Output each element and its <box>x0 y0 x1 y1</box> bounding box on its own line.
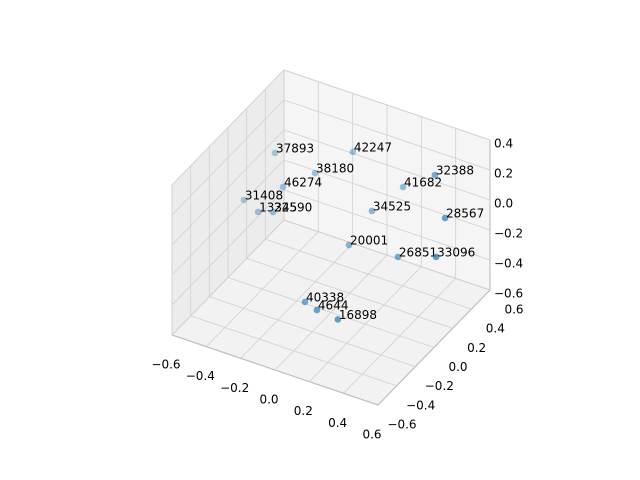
point-label: 32388 <box>436 163 474 177</box>
grid-line <box>171 219 285 336</box>
y-tick-label: 0.4 <box>486 322 505 336</box>
point <box>240 196 248 204</box>
grid-line <box>171 334 379 406</box>
point <box>431 171 439 179</box>
x-tick-label: 0.0 <box>259 393 278 407</box>
point-label: 20001 <box>350 234 388 248</box>
grid-line <box>171 99 285 216</box>
y-tick-label: −0.6 <box>387 418 416 432</box>
point-label: 37893 <box>276 141 314 155</box>
z-tick-label: 0.0 <box>494 197 513 211</box>
point-label: 28567 <box>446 207 484 221</box>
y-tick-label: 0.2 <box>467 341 486 355</box>
point-label: 40338 <box>306 290 344 304</box>
point-label: 13345 <box>259 200 297 214</box>
point-label: 34525 <box>373 199 411 213</box>
z-tick-label: −0.2 <box>494 227 523 241</box>
x-tick-label: 0.6 <box>362 428 381 442</box>
point-label: 33096 <box>437 245 475 259</box>
grid-line <box>246 257 453 329</box>
grid-line <box>283 99 491 171</box>
point <box>271 149 279 157</box>
z-tick-label: −0.4 <box>494 257 523 271</box>
point <box>432 253 440 261</box>
point <box>441 214 449 222</box>
grid-line <box>171 159 285 276</box>
y-tick-label: −0.2 <box>425 379 454 393</box>
x-tick-label: −0.6 <box>151 358 180 372</box>
z-tick-label: 0.4 <box>494 137 513 151</box>
point <box>301 298 309 306</box>
point <box>368 207 376 215</box>
point <box>394 253 402 261</box>
point-label: 31408 <box>245 189 283 203</box>
z-tick-label: 0.2 <box>494 167 513 181</box>
grid-line <box>265 238 472 310</box>
panes <box>171 68 491 406</box>
point <box>349 148 357 156</box>
point-label: 38180 <box>316 161 354 175</box>
point-label: 26851 <box>399 245 437 259</box>
grid-line <box>283 159 491 231</box>
grid-line <box>227 277 435 348</box>
point-label: 46274 <box>284 176 322 190</box>
point <box>254 208 262 216</box>
point-label: 41682 <box>404 176 442 190</box>
y-tick-label: −0.4 <box>406 398 435 412</box>
point <box>345 241 353 249</box>
grid-line <box>209 296 416 368</box>
grid-line <box>283 69 491 141</box>
grid-line <box>190 315 397 387</box>
point-label: 42247 <box>354 140 392 154</box>
point <box>279 183 287 191</box>
grid-line <box>283 189 491 261</box>
grid-line <box>283 219 491 291</box>
y-tick-label: 0.6 <box>504 303 523 317</box>
x-tick-label: −0.2 <box>220 381 249 395</box>
grid-line <box>171 69 285 186</box>
x-tick-label: 0.2 <box>294 404 313 418</box>
grid-line <box>171 129 285 246</box>
point-label: 16898 <box>339 308 377 322</box>
point <box>313 306 321 314</box>
grid-line <box>283 129 491 201</box>
z-tick-label: −0.6 <box>494 287 523 301</box>
point <box>311 169 319 177</box>
point-label: 4644 <box>318 299 349 313</box>
point <box>399 183 407 191</box>
point-label: 22590 <box>274 201 312 215</box>
x-tick-label: 0.4 <box>328 416 347 430</box>
y-tick-label: 0.0 <box>448 360 467 374</box>
point <box>334 316 342 323</box>
grid-line <box>171 189 285 306</box>
point <box>269 208 277 216</box>
x-tick-label: −0.4 <box>186 369 215 383</box>
